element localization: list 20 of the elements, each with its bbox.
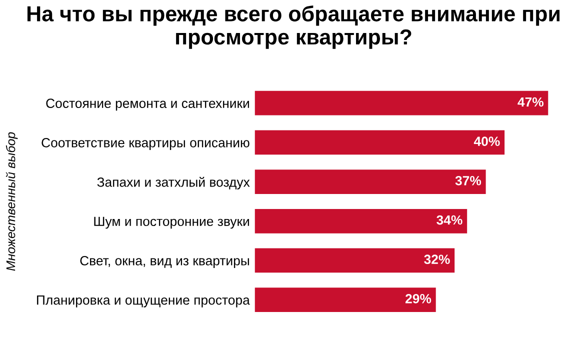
- y-tick-label: Свет, окна, вид из квартиры: [80, 256, 249, 268]
- y-tick-label: Запахи и затхлый воздух: [97, 176, 250, 190]
- data-label: 29%: [406, 294, 432, 304]
- bar: [254, 248, 455, 273]
- y-tick-label: Планировка и ощущение простора: [37, 296, 250, 308]
- y-tick-label: Состояние ремонта и сантехники: [46, 98, 249, 111]
- y-axis-title: Множественный выбор: [6, 132, 18, 271]
- bar: [254, 170, 486, 194]
- data-label: 47%: [518, 97, 544, 107]
- bar: [254, 130, 505, 155]
- data-label: 37%: [455, 176, 482, 186]
- bar: [254, 90, 548, 116]
- bar: [254, 288, 436, 312]
- data-label: 32%: [424, 254, 450, 264]
- data-label: 34%: [436, 215, 462, 225]
- bar: [254, 208, 468, 234]
- chart-title: На что вы прежде всего обращаете внимание при просмотре квартиры?: [27, 5, 560, 49]
- data-label: 40%: [474, 136, 500, 146]
- y-tick-label: Соответствие квартиры описанию: [42, 138, 250, 150]
- y-tick-label: Шум и посторонние звуки: [94, 216, 249, 229]
